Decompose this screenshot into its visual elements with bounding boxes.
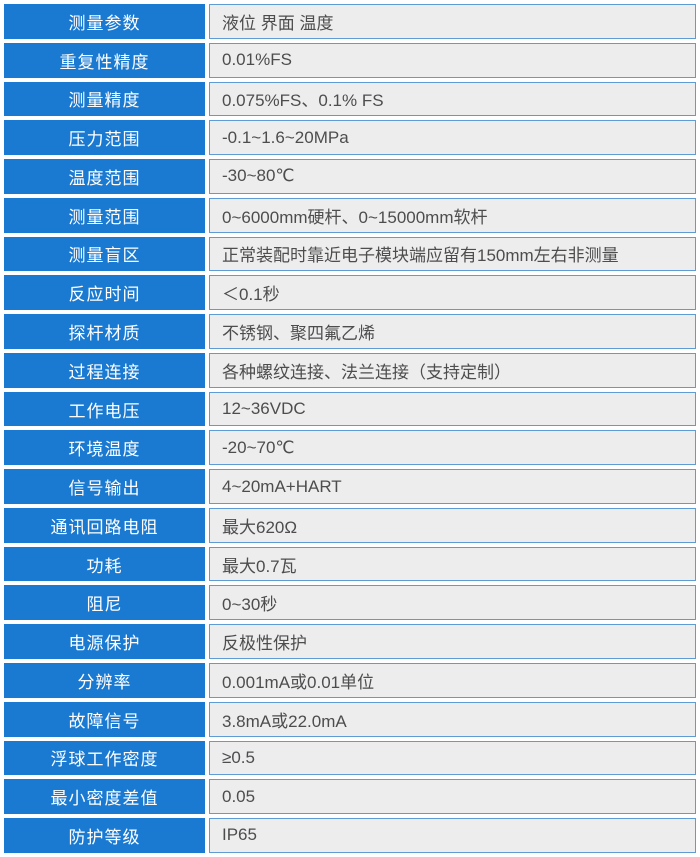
spec-value: ≥0.5 — [209, 740, 696, 776]
spec-row: 测量精度 0.075%FS、0.1% FS — [4, 81, 696, 117]
spec-value: 液位 界面 温度 — [209, 4, 696, 39]
spec-row: 测量范围 0~6000mm硬杆、0~15000mm软杆 — [4, 197, 696, 233]
spec-row: 最小密度差值 0.05 — [4, 779, 696, 815]
spec-value: 0.075%FS、0.1% FS — [209, 81, 696, 117]
spec-value: 正常装配时靠近电子模块端应留有150mm左右非测量 — [209, 236, 696, 272]
spec-label: 防护等级 — [4, 818, 205, 853]
spec-label: 重复性精度 — [4, 42, 205, 78]
spec-label: 反应时间 — [4, 275, 205, 311]
spec-label: 探杆材质 — [4, 314, 205, 349]
spec-value: 0.001mA或0.01单位 — [209, 663, 696, 698]
spec-label: 环境温度 — [4, 430, 205, 466]
spec-row: 温度范围 -30~80℃ — [4, 159, 696, 194]
spec-row: 测量参数 液位 界面 温度 — [4, 4, 696, 39]
spec-value: 12~36VDC — [209, 391, 696, 427]
spec-value: 各种螺纹连接、法兰连接（支持定制） — [209, 352, 696, 388]
spec-row: 故障信号 3.8mA或22.0mA — [4, 701, 696, 737]
spec-row: 反应时间 ＜0.1秒 — [4, 275, 696, 311]
spec-label: 电源保护 — [4, 624, 205, 660]
spec-value: 0.05 — [209, 779, 696, 815]
spec-row: 压力范围 -0.1~1.6~20MPa — [4, 120, 696, 156]
spec-label: 信号输出 — [4, 469, 205, 504]
spec-row: 功耗 最大0.7瓦 — [4, 546, 696, 582]
spec-label: 阻尼 — [4, 585, 205, 621]
spec-row: 过程连接 各种螺纹连接、法兰连接（支持定制） — [4, 352, 696, 388]
spec-value: 最大620Ω — [209, 507, 696, 543]
spec-value: 3.8mA或22.0mA — [209, 701, 696, 737]
spec-row: 通讯回路电阻 最大620Ω — [4, 507, 696, 543]
spec-row: 阻尼 0~30秒 — [4, 585, 696, 621]
spec-value: -0.1~1.6~20MPa — [209, 120, 696, 156]
spec-row: 分辨率 0.001mA或0.01单位 — [4, 663, 696, 698]
spec-label: 故障信号 — [4, 701, 205, 737]
spec-label: 压力范围 — [4, 120, 205, 156]
spec-label: 测量盲区 — [4, 236, 205, 272]
spec-row: 信号输出 4~20mA+HART — [4, 469, 696, 504]
spec-row: 电源保护 反极性保护 — [4, 624, 696, 660]
spec-label: 测量精度 — [4, 81, 205, 117]
spec-value: -20~70℃ — [209, 430, 696, 466]
spec-label: 测量参数 — [4, 4, 205, 39]
spec-label: 工作电压 — [4, 391, 205, 427]
spec-label: 过程连接 — [4, 352, 205, 388]
spec-row: 探杆材质 不锈钢、聚四氟乙烯 — [4, 314, 696, 349]
spec-label: 测量范围 — [4, 197, 205, 233]
spec-value: 4~20mA+HART — [209, 469, 696, 504]
spec-row: 重复性精度 0.01%FS — [4, 42, 696, 78]
spec-row: 浮球工作密度 ≥0.5 — [4, 740, 696, 776]
spec-value: ＜0.1秒 — [209, 275, 696, 311]
spec-value: -30~80℃ — [209, 159, 696, 194]
spec-value: 0~30秒 — [209, 585, 696, 621]
spec-value: 0~6000mm硬杆、0~15000mm软杆 — [209, 197, 696, 233]
spec-row: 防护等级 IP65 — [4, 818, 696, 853]
spec-row: 环境温度 -20~70℃ — [4, 430, 696, 466]
spec-value: 不锈钢、聚四氟乙烯 — [209, 314, 696, 349]
spec-value: 0.01%FS — [209, 42, 696, 78]
spec-label: 功耗 — [4, 546, 205, 582]
spec-label: 浮球工作密度 — [4, 740, 205, 776]
spec-value: 反极性保护 — [209, 624, 696, 660]
spec-value: 最大0.7瓦 — [209, 546, 696, 582]
spec-label: 温度范围 — [4, 159, 205, 194]
spec-row: 工作电压 12~36VDC — [4, 391, 696, 427]
spec-row: 测量盲区 正常装配时靠近电子模块端应留有150mm左右非测量 — [4, 236, 696, 272]
spec-label: 分辨率 — [4, 663, 205, 698]
spec-label: 最小密度差值 — [4, 779, 205, 815]
spec-label: 通讯回路电阻 — [4, 507, 205, 543]
spec-value: IP65 — [209, 818, 696, 853]
